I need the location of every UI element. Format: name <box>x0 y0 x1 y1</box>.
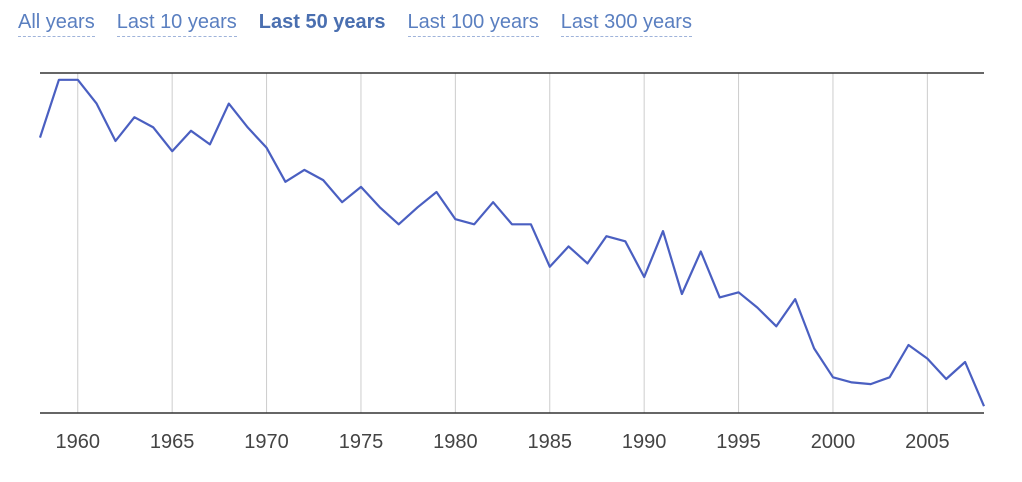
data-point-2006 <box>944 377 948 381</box>
data-point-1959 <box>57 78 61 82</box>
data-point-1962 <box>114 139 118 143</box>
tab-last-100-years[interactable]: Last 100 years <box>407 10 539 37</box>
chart-gridlines <box>77 73 928 413</box>
tab-last-50-years[interactable]: Last 50 years <box>258 11 386 33</box>
data-point-2008 <box>982 404 986 408</box>
chart-x-tick-labels: 1960 1965 1970 1975 1980 1985 1990 1995 2000 2005 <box>56 431 950 453</box>
data-point-1994 <box>718 295 722 299</box>
x-tick-label-1965: 1965 <box>150 431 195 453</box>
data-point-1965 <box>170 149 174 153</box>
data-point-1960 <box>76 78 80 82</box>
data-point-1985 <box>548 265 552 269</box>
x-tick-label-2005: 2005 <box>905 431 950 453</box>
data-point-1993 <box>699 250 703 254</box>
data-point-1981 <box>472 222 476 226</box>
data-point-1997 <box>774 324 778 328</box>
x-tick-label-1980: 1980 <box>433 431 478 453</box>
data-point-1977 <box>397 222 401 226</box>
data-point-1961 <box>95 102 99 106</box>
data-point-1989 <box>623 239 627 243</box>
data-point-1971 <box>283 180 287 184</box>
series-line-0 <box>38 78 986 407</box>
data-point-1988 <box>604 234 608 238</box>
data-point-2001 <box>850 380 854 384</box>
data-point-2002 <box>869 382 873 386</box>
data-point-1984 <box>529 222 533 226</box>
data-point-1958 <box>38 136 42 140</box>
data-point-1968 <box>227 102 231 106</box>
data-point-1986 <box>567 244 571 248</box>
data-point-1982 <box>491 200 495 204</box>
time-range-tabs: All years Last 10 years Last 50 years La… <box>18 10 692 40</box>
data-point-1970 <box>265 146 269 150</box>
tab-last-300-years[interactable]: Last 300 years <box>560 10 692 37</box>
data-point-2000 <box>831 375 835 379</box>
data-point-1996 <box>755 306 759 310</box>
chart-series <box>38 78 986 408</box>
data-point-1990 <box>642 275 646 279</box>
data-point-1964 <box>151 125 155 129</box>
data-point-1980 <box>453 217 457 221</box>
data-point-1967 <box>208 142 212 146</box>
data-point-1978 <box>416 205 420 209</box>
data-point-1999 <box>812 346 816 350</box>
tab-last-10-years[interactable]: Last 10 years <box>116 10 237 37</box>
data-point-1976 <box>378 205 382 209</box>
data-point-1992 <box>680 292 684 296</box>
data-point-1975 <box>359 185 363 189</box>
data-point-2007 <box>963 360 967 364</box>
data-point-1969 <box>246 125 250 129</box>
x-tick-label-2000: 2000 <box>811 431 856 453</box>
data-point-1972 <box>302 168 306 172</box>
data-point-1998 <box>793 297 797 301</box>
x-tick-label-1970: 1970 <box>244 431 289 453</box>
x-tick-label-1975: 1975 <box>339 431 384 453</box>
x-tick-label-1995: 1995 <box>716 431 761 453</box>
x-tick-label-1985: 1985 <box>528 431 573 453</box>
data-point-1963 <box>132 115 136 119</box>
data-point-1966 <box>189 129 193 133</box>
tab-all-years[interactable]: All years <box>18 10 95 37</box>
data-point-2003 <box>888 375 892 379</box>
x-tick-label-1990: 1990 <box>622 431 667 453</box>
data-point-1991 <box>661 229 665 233</box>
x-tick-label-1960: 1960 <box>56 431 101 453</box>
data-point-1979 <box>435 190 439 194</box>
data-point-1995 <box>737 290 741 294</box>
data-point-1987 <box>586 261 590 265</box>
data-point-2004 <box>907 343 911 347</box>
data-point-1974 <box>340 200 344 204</box>
data-point-2005 <box>925 357 929 361</box>
data-point-1973 <box>321 178 325 182</box>
data-point-1983 <box>510 222 514 226</box>
